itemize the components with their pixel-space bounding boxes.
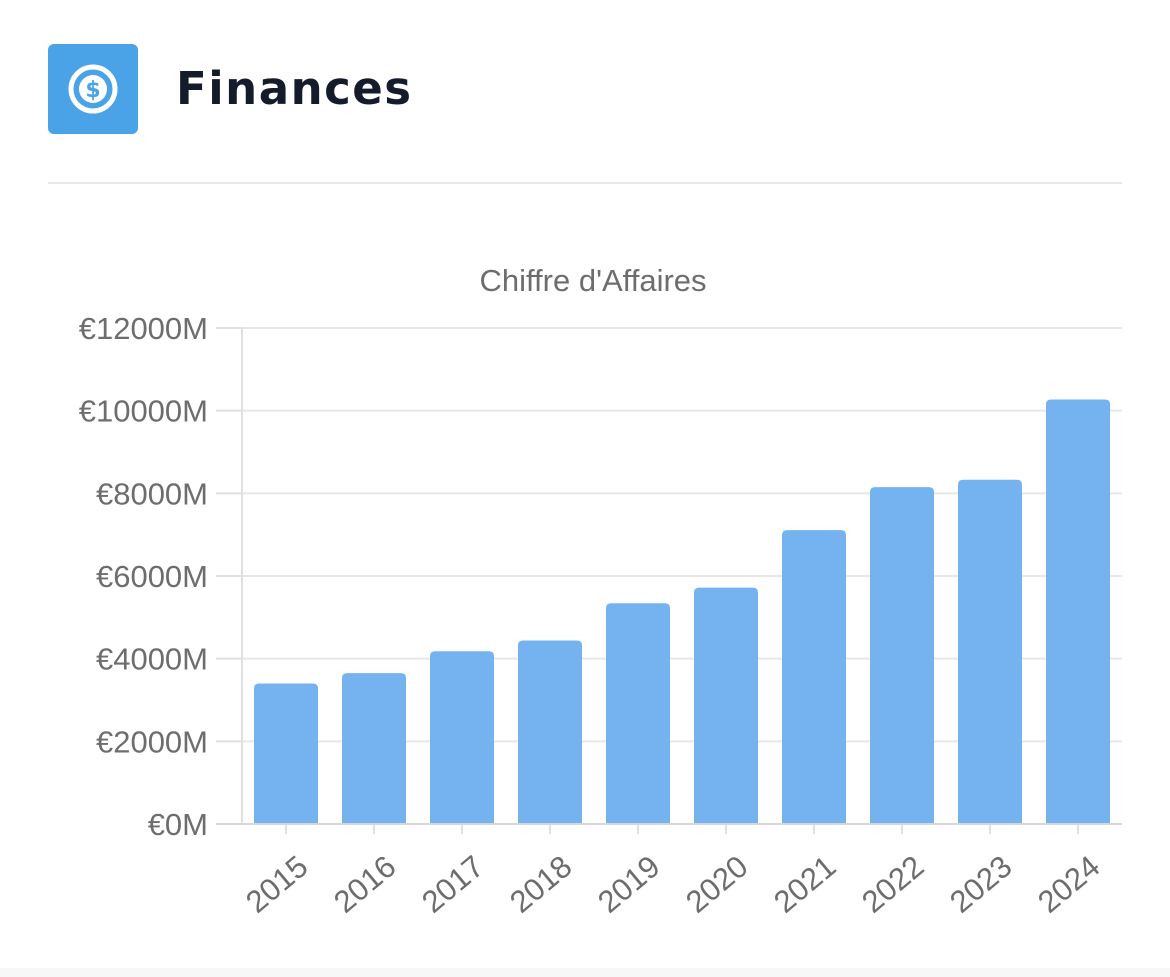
chart-title: Chiffre d'Affaires	[479, 263, 706, 298]
header-divider	[48, 182, 1122, 184]
revenue-chart-svg: Chiffre d'Affaires €0M €2000M €4000M €6000M…	[79, 263, 1122, 920]
y-tick-label: €8000M	[96, 476, 208, 511]
x-tick-label: 2018	[503, 849, 578, 920]
x-tick-label: 2020	[679, 849, 754, 920]
bar-2019	[606, 603, 670, 824]
bar-2021	[782, 530, 846, 824]
svg-text:$: $	[85, 78, 100, 103]
revenue-chart: Chiffre d'Affaires €0M €2000M €4000M €6000M…	[0, 240, 1170, 960]
x-tick-label: 2015	[239, 849, 314, 920]
y-tick-label: €4000M	[96, 642, 208, 677]
y-tick-label: €10000M	[79, 394, 208, 429]
bar-2016	[342, 673, 406, 824]
x-tick-label: 2021	[767, 849, 842, 920]
x-tick-label: 2017	[415, 849, 490, 920]
bottom-strip	[0, 968, 1170, 977]
dollar-circle-icon: $	[48, 44, 138, 134]
y-tick-label: €6000M	[96, 559, 208, 594]
bar-2023	[958, 479, 1022, 824]
y-tick-label: €2000M	[96, 724, 208, 759]
bar-2020	[694, 587, 758, 824]
y-tick-label: €12000M	[79, 311, 208, 346]
x-tick-label: 2016	[327, 849, 402, 920]
finances-header: $ Finances	[48, 44, 1122, 134]
bar-2017	[430, 651, 494, 824]
page-title: Finances	[176, 62, 413, 115]
y-tick-label: €0M	[148, 807, 208, 842]
x-tick-label: 2023	[943, 849, 1018, 920]
x-tick-label: 2022	[855, 849, 930, 920]
bar-2022	[870, 487, 934, 824]
x-tick-label: 2019	[591, 849, 666, 920]
bar-2018	[518, 640, 582, 824]
x-tick-label: 2024	[1031, 849, 1106, 920]
bar-2015	[254, 683, 318, 824]
bar-2024	[1046, 399, 1110, 824]
